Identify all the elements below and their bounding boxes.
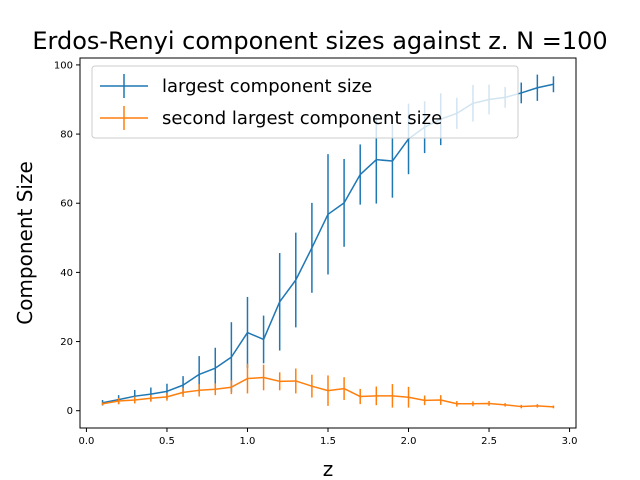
x-tick-label: 2.0 [401, 436, 417, 447]
series-line-second-largest [102, 376, 554, 408]
x-tick-label: 1.5 [320, 436, 336, 447]
y-axis-ticks: 0 20 40 60 80 100 [54, 60, 80, 417]
x-tick-label: 1.0 [240, 436, 256, 447]
legend-box [91, 65, 519, 139]
legend: largest component size second largest co… [91, 65, 519, 139]
legend-label-second-largest: second largest component size [162, 108, 442, 129]
y-tick-label: 80 [60, 130, 73, 141]
y-tick-label: 60 [60, 199, 73, 210]
y-tick-label: 40 [60, 268, 73, 279]
y-tick-label: 100 [54, 60, 73, 71]
y-tick-label: 20 [60, 337, 73, 348]
legend-entry-second-largest: second largest component size [100, 106, 442, 130]
y-axis-label: Component Size [13, 161, 37, 325]
x-tick-label: 2.5 [481, 436, 497, 447]
series-second-largest [101, 363, 555, 409]
x-tick-label: 0.5 [159, 436, 175, 447]
x-axis-label: z [323, 457, 334, 480]
x-axis-ticks: 0.0 0.5 1.0 1.5 2.0 2.5 3.0 [78, 428, 578, 447]
legend-entry-largest: largest component size [100, 74, 372, 98]
legend-label-largest: largest component size [162, 76, 372, 97]
x-tick-label: 0.0 [78, 436, 94, 447]
x-tick-label: 3.0 [562, 436, 578, 447]
y-tick-label: 0 [67, 406, 73, 417]
chart-title: Erdos-Renyi component sizes against z. N… [32, 27, 607, 55]
